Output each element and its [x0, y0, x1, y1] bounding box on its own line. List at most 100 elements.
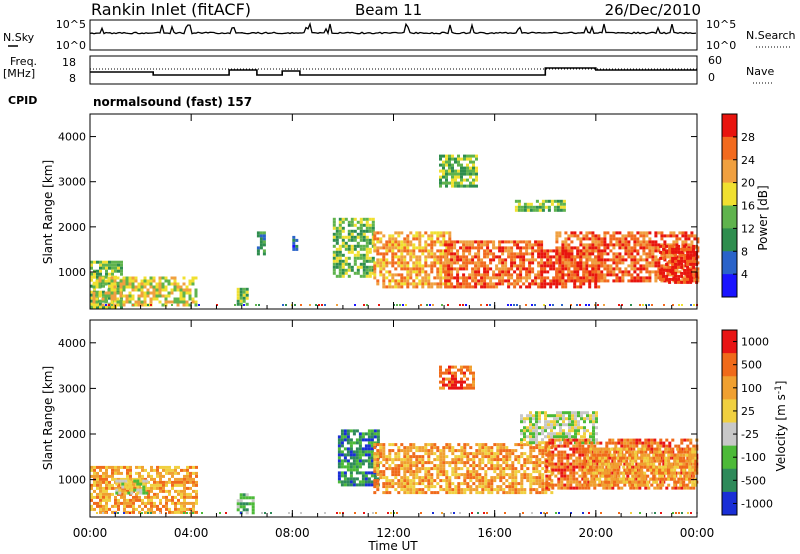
velocity-cell: [376, 443, 380, 447]
power-cell: [489, 249, 493, 253]
power-cell: [400, 240, 404, 244]
power-cell: [442, 169, 445, 173]
velocity-cell: [460, 467, 464, 471]
velocity-cell: [580, 414, 583, 418]
power-cell: [338, 217, 342, 221]
power-cell: [335, 250, 339, 254]
power-cell: [445, 169, 448, 173]
velocity-cell: [547, 423, 550, 427]
power-cell: [475, 169, 478, 173]
velocity-cell: [370, 450, 374, 454]
velocity-cell: [141, 498, 144, 502]
power-cell: [537, 264, 541, 268]
velocity-cell: [337, 474, 341, 478]
power-cell: [450, 258, 454, 262]
power-cell: [462, 249, 466, 253]
power-cell: [507, 240, 511, 244]
power-cell: [519, 285, 523, 289]
velocity-cell: [511, 476, 515, 480]
velocity-cell: [376, 432, 380, 436]
power-cell: [182, 297, 186, 301]
power-cell: [415, 255, 419, 259]
power-cell: [671, 265, 675, 269]
power-cell: [498, 279, 502, 283]
velocity-cell: [668, 444, 672, 448]
velocity-cell: [177, 510, 180, 514]
velocity-cell: [545, 477, 549, 481]
velocity-cell: [587, 438, 591, 442]
velocity-cell: [105, 507, 108, 511]
power-cell: [477, 252, 481, 256]
power-cell: [332, 259, 336, 263]
power-cell: [285, 304, 287, 306]
velocity-cell: [343, 456, 347, 460]
velocity-cell: [545, 444, 549, 448]
power-cell: [666, 255, 670, 259]
velocity-cell: [448, 446, 452, 450]
power-cell: [561, 252, 565, 256]
velocity-cell: [538, 449, 542, 453]
velocity-cell: [541, 411, 544, 415]
power-cell: [531, 246, 535, 250]
power-cell: [517, 202, 521, 206]
power-ytick-label: 3000: [58, 176, 86, 189]
velocity-cell: [358, 447, 362, 451]
power-cell: [394, 237, 398, 241]
power-cell: [245, 302, 249, 306]
velocity-cell: [466, 383, 469, 387]
power-cell: [105, 305, 108, 309]
power-cell: [633, 249, 637, 253]
power-cell: [657, 261, 661, 265]
velocity-cell: [457, 473, 461, 477]
power-cell: [182, 291, 186, 295]
velocity-cell: [586, 447, 590, 451]
velocity-cell: [355, 450, 359, 454]
power-cell: [388, 240, 392, 244]
power-cell: [365, 235, 369, 239]
velocity-cell: [562, 429, 565, 433]
power-cell: [456, 252, 460, 256]
velocity-cell: [622, 447, 626, 451]
power-cell: [368, 259, 372, 263]
power-cell: [483, 279, 487, 283]
velocity-cell: [165, 480, 168, 484]
power-colorbar-label: Power [dB]: [756, 185, 770, 250]
velocity-cell: [454, 377, 457, 381]
velocity-cell: [409, 443, 413, 447]
power-cell: [382, 261, 386, 265]
power-cell: [525, 276, 529, 280]
velocity-cell: [529, 423, 532, 427]
power-cell: [385, 240, 389, 244]
power-cell: [692, 247, 696, 251]
power-cell: [639, 231, 643, 235]
power-cell: [161, 288, 165, 292]
velocity-cell: [340, 480, 344, 484]
power-cell: [391, 252, 395, 256]
velocity-cell: [662, 456, 666, 460]
power-cell: [394, 246, 398, 250]
power-cell: [642, 252, 646, 256]
velocity-cell: [150, 486, 153, 490]
velocity-cell: [569, 453, 573, 457]
velocity-cell: [183, 501, 186, 505]
velocity-cell: [572, 462, 576, 466]
velocity-cell: [499, 443, 503, 447]
velocity-cell: [448, 488, 452, 492]
velocity-cell: [346, 429, 350, 433]
power-cell: [456, 261, 460, 265]
power-cell: [510, 261, 514, 265]
power-cell: [427, 255, 431, 259]
velocity-cell: [592, 435, 595, 439]
velocity-cell: [650, 438, 654, 442]
power-cell: [618, 258, 622, 262]
velocity-cell: [442, 383, 445, 387]
power-cell: [630, 237, 634, 241]
velocity-cell: [364, 483, 368, 487]
velocity-cell: [376, 467, 380, 471]
power-cell: [347, 229, 351, 233]
velocity-cell: [147, 507, 150, 511]
power-cell: [379, 270, 383, 274]
velocity-cell: [376, 458, 380, 462]
velocity-cell: [496, 455, 500, 459]
